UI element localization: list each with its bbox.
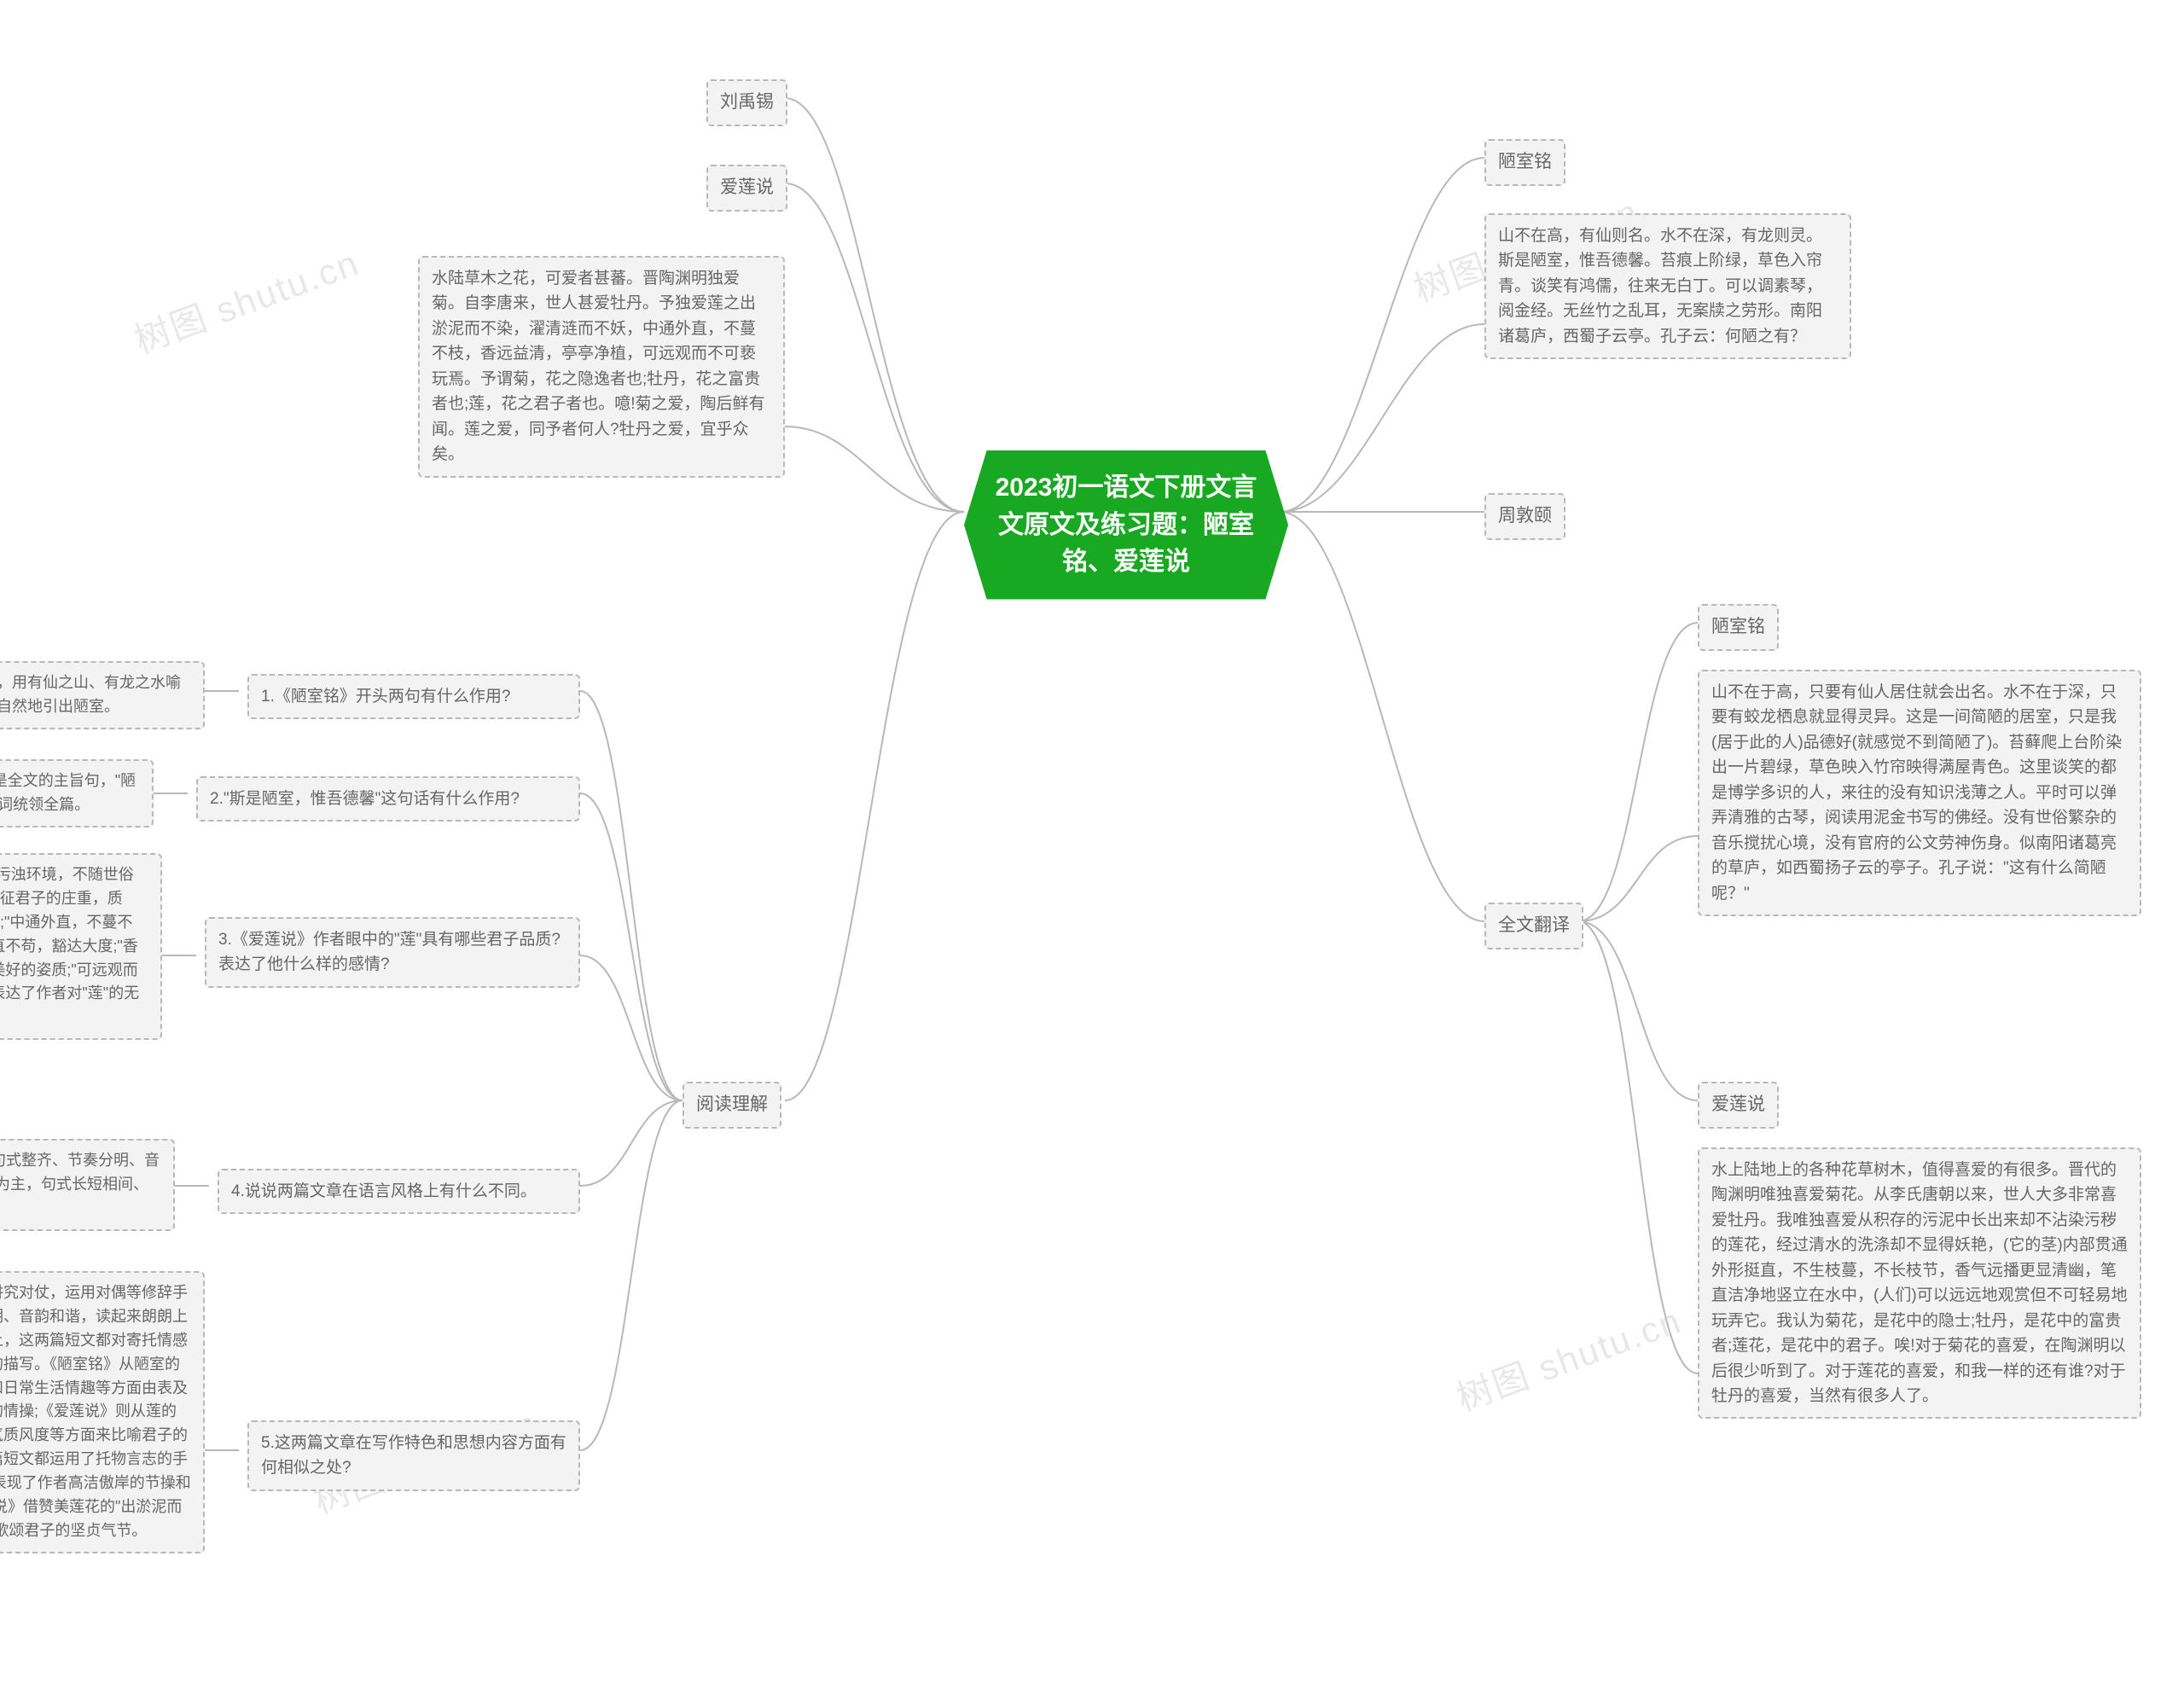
left-ailianshuo-text: 水陆草木之花，可爱者甚蕃。晋陶渊明独爱菊。自李唐来，世人甚爱牡丹。予独爱莲之出淤… [418,256,785,478]
q5-answer: 在句式上，两篇短文都讲究对仗，运用对偶等修辞手法，骈散结合，节奏分明、音韵和谐，… [0,1271,205,1553]
q2-question: 2."斯是陋室，惟吾德馨"这句话有什么作用? [196,776,580,822]
q3-question: 3.《爱莲说》作者眼中的"莲"具有哪些君子品质?表达了他什么样的感情? [205,917,580,988]
right-loushiming-label: 陋室铭 [1484,139,1565,186]
q4-answer: 《陋室铭》以骈句为主，句式整齐、节奏分明、音韵和谐;《爱莲说》以散句为主，句式长… [0,1139,175,1231]
center-node: 2023初一语文下册文言文原文及练习题：陋室铭、爱莲说 [964,450,1288,600]
left-ailianshuo-label: 爱莲说 [706,165,787,212]
right-trans-als-label: 爱莲说 [1698,1082,1779,1129]
watermark: 树图 shutu.cn [126,235,366,364]
right-fulltranslation: 全文翻译 [1484,903,1583,949]
q5-question: 5.这两篇文章在写作特色和思想内容方面有何相似之处? [247,1420,580,1491]
right-trans-lsm-label: 陋室铭 [1698,604,1779,651]
left-liuyuxi: 刘禹锡 [706,79,787,126]
left-reading-label: 阅读理解 [682,1082,781,1129]
q4-question: 4.说说两篇文章在语言风格上有什么不同。 [218,1169,580,1214]
q2-answer: "斯是陋室，惟吾德馨"是全文的主旨句，"陋室"二字扣题，"德馨"一词统领全篇。 [0,759,154,827]
watermark: 树图 shutu.cn [1449,1292,1688,1422]
right-zhoudunyi: 周敦颐 [1484,493,1565,540]
q1-answer: 开头两句运用比兴手法，用有仙之山、有龙之水喻陋室，由虚到实，十分自然地引出陋室。 [0,661,205,729]
right-trans-als-body: 水上陆地上的各种花草树木，值得喜爱的有很多。晋代的陶渊明唯独喜爱菊花。从李氏唐朝… [1698,1147,2141,1419]
q3-answer: "出淤泥而不染"象征君子身处污浊环境，不随世俗浮沉的品质;"濯清涟而不妖"象征君… [0,853,162,1040]
right-loushiming-text: 山不在高，有仙则名。水不在深，有龙则灵。斯是陋室，惟吾德馨。苔痕上阶绿，草色入帘… [1484,213,1851,359]
right-trans-lsm-body: 山不在于高，只要有仙人居住就会出名。水不在于深，只要有蛟龙栖息就显得灵异。这是一… [1698,670,2141,916]
q1-question: 1.《陋室铭》开头两句有什么作用? [247,674,580,719]
